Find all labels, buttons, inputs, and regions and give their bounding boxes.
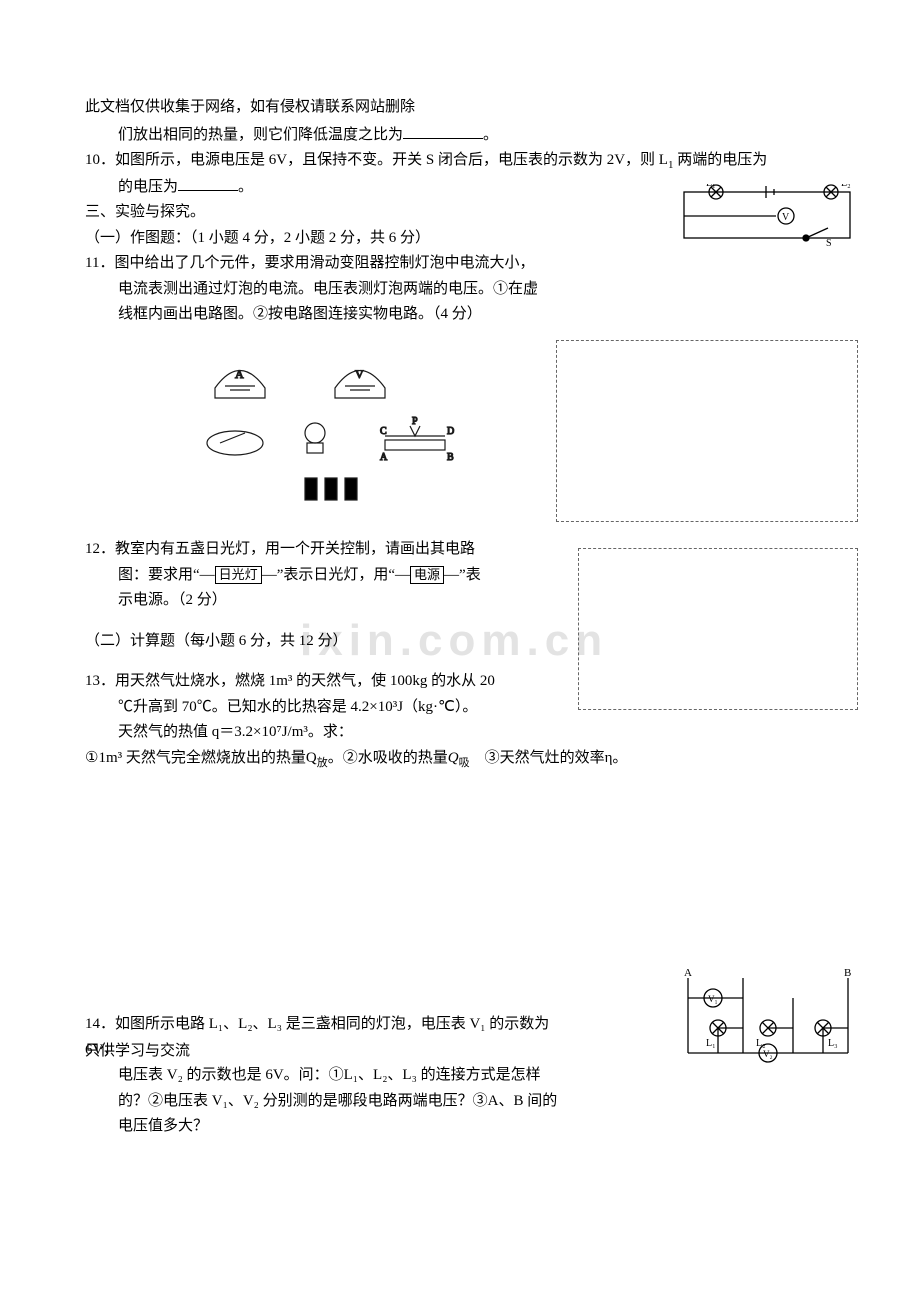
lbl-B: B bbox=[844, 968, 851, 979]
q10: 10．如图所示，电源电压是 6V，且保持不变。开关 S 闭合后，电压表的示数为 … bbox=[85, 148, 850, 175]
svg-text:D: D bbox=[447, 426, 454, 437]
q13-l4: ①1m³ 天然气完全燃烧放出的热量Q放。②水吸收的热量Q吸 ③天然气灶的效率η。 bbox=[85, 746, 850, 773]
q13-l1: 用天然气灶烧水，燃烧 1m³ 的天然气，使 100kg 的水从 20 bbox=[115, 673, 495, 689]
q12-l2: 图：要求用“—日光灯—”表示日光灯，用“—电源—”表 bbox=[85, 563, 645, 589]
q11-l1: 图中给出了几个元件，要求用滑动变阻器控制灯泡中电流大小， bbox=[114, 255, 534, 271]
q11-num: 11． bbox=[85, 255, 114, 271]
header-note: 此文档仅供收集于网络，如有侵权请联系网站删除 bbox=[85, 95, 850, 121]
q14-l4: 电压值多大？ bbox=[85, 1114, 585, 1140]
q14-l2: 电压表 V₂ 的示数也是 6V。问：①L₁、L₂、L₃ 的连接方式是怎样 bbox=[85, 1063, 585, 1089]
q10-num: 10． bbox=[85, 152, 115, 168]
lbl-L2b: L₂ bbox=[756, 1038, 766, 1049]
q11-l2: 电流表测出通过灯泡的电流。电压表测灯泡两端的电压。①在虚 bbox=[85, 277, 850, 303]
q13: 13．用天然气灶烧水，燃烧 1m³ 的天然气，使 100kg 的水从 20 bbox=[85, 669, 645, 695]
q11-l3: 线框内画出电路图。②按电路图连接实物电路。（4 分） bbox=[85, 302, 850, 328]
lbl-V: V bbox=[782, 212, 790, 223]
q12-l3: 示电源。（2 分） bbox=[85, 588, 645, 614]
blank-q10 bbox=[178, 175, 238, 191]
q11: 11．图中给出了几个元件，要求用滑动变阻器控制灯泡中电流大小， bbox=[85, 251, 850, 277]
blank-q9 bbox=[403, 123, 483, 139]
q13-l4a: ①1m³ 天然气完全燃烧放出的热量Q bbox=[85, 750, 317, 766]
q9-text: 们放出相同的热量，则它们降低温度之比为 bbox=[118, 127, 403, 143]
svg-text:A: A bbox=[235, 367, 244, 381]
q14-num: 14． bbox=[85, 1016, 115, 1032]
components-illustration: A V C P D A B bbox=[185, 348, 495, 508]
box-riguangdeng: 日光灯 bbox=[215, 566, 262, 584]
lbl-L2: L₂ bbox=[841, 184, 851, 189]
q13-sub-fang: 放 bbox=[317, 757, 328, 769]
drawing-box-q12 bbox=[578, 548, 858, 710]
q12-l2c: ”表 bbox=[459, 567, 481, 583]
section3-2: （二）计算题（每小题 6 分，共 12 分） bbox=[85, 629, 645, 655]
q13-qabs: Q bbox=[448, 750, 459, 766]
q13-sub-xi: 吸 bbox=[459, 757, 470, 769]
lbl-L1: L₁ bbox=[706, 184, 716, 189]
q12-l1a: 教室内有五盏日光灯，用一个开关控制，请画出其电路 bbox=[115, 541, 475, 557]
lbl-S: S bbox=[826, 238, 832, 246]
lbl-V1: V₁ bbox=[708, 994, 718, 1004]
q12-num: 12． bbox=[85, 541, 115, 557]
q12: 12．教室内有五盏日光灯，用一个开关控制，请画出其电路 bbox=[85, 537, 645, 563]
lbl-V2: V₂ bbox=[763, 1049, 773, 1059]
svg-text:V: V bbox=[355, 367, 364, 381]
lbl-L3b: L₃ bbox=[828, 1038, 838, 1049]
box-dianyuan: 电源 bbox=[410, 566, 444, 584]
q13-num: 13． bbox=[85, 673, 115, 689]
q13-l3: 天然气的热值 q＝3.2×10⁷J/m³。求： bbox=[85, 720, 645, 746]
lbl-A: A bbox=[684, 968, 692, 979]
q10-tail: 。 bbox=[238, 179, 253, 195]
q12-l2b: ”表示日光灯，用“ bbox=[277, 567, 395, 583]
svg-text:C: C bbox=[380, 426, 387, 437]
svg-text:P: P bbox=[412, 416, 418, 427]
svg-text:B: B bbox=[447, 452, 454, 463]
circuit-q10: L₁ L₂ V S bbox=[676, 184, 858, 246]
q13-l4c: ③天然气灶的效率η。 bbox=[470, 750, 628, 766]
q10-a: 如图所示，电源电压是 6V，且保持不变。开关 S 闭合后，电压表的示数为 2V，… bbox=[115, 152, 668, 168]
lbl-L1b: L₁ bbox=[706, 1038, 716, 1049]
q9-tail: 们放出相同的热量，则它们降低温度之比为。 bbox=[85, 123, 850, 149]
q13-l4b: 。②水吸收的热量 bbox=[328, 750, 448, 766]
drawing-box-q11 bbox=[556, 340, 858, 522]
q10-b: 两端的电压为 bbox=[673, 152, 767, 168]
q12-l2a: 图：要求用“ bbox=[118, 567, 200, 583]
q14-l3: 的？②电压表 V₁、V₂ 分别测的是哪段电路两端电压？③A、B 间的 bbox=[85, 1089, 585, 1115]
svg-text:A: A bbox=[380, 452, 388, 463]
circuit-q14: A B V₁ V₂ L₁ L₂ L₃ bbox=[678, 968, 858, 1063]
footer-note: 只供学习与交流 bbox=[85, 1039, 190, 1065]
q13-l2: ℃升高到 70℃。已知水的比热容是 4.2×10³J（kg·℃）。 bbox=[85, 695, 645, 721]
